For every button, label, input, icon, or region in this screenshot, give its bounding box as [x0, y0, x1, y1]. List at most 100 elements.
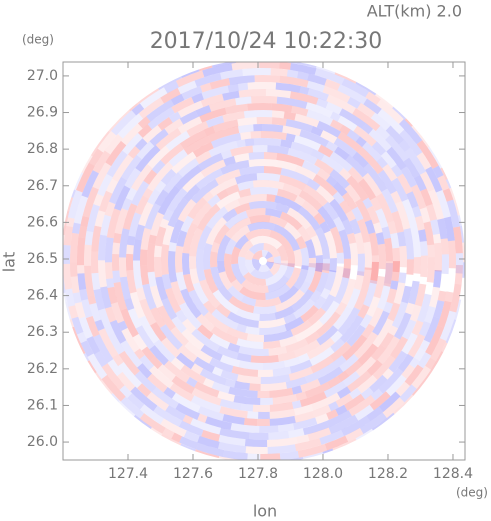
- echo-cell: [410, 184, 427, 210]
- echo-cell: [286, 62, 317, 69]
- echo-cell: [83, 353, 90, 362]
- echo-cell: [237, 82, 249, 91]
- echo-cell: [291, 289, 314, 312]
- echo-cell: [404, 118, 413, 127]
- echo-cell: [249, 187, 279, 196]
- echo-cell: [395, 201, 411, 230]
- echo-cell: [69, 318, 75, 328]
- echo-cell: [240, 131, 252, 140]
- echo-cell: [297, 206, 321, 231]
- echo-cell: [375, 125, 391, 140]
- echo-cell: [291, 105, 309, 117]
- echo-cell: [363, 279, 378, 307]
- echo-cell: [307, 427, 332, 442]
- echo-cell: [218, 271, 233, 291]
- echo-cell: [201, 85, 230, 100]
- echo-cell: [307, 262, 323, 293]
- echo-cell: [251, 95, 278, 104]
- echo-cell: [330, 111, 341, 122]
- echo-cell: [247, 103, 272, 111]
- echo-cell: [371, 141, 387, 156]
- echo-cell: [373, 222, 383, 234]
- echo-cell: [199, 107, 227, 123]
- echo-cell: [341, 78, 370, 98]
- echo-cell: [160, 418, 187, 438]
- echo-cell: [100, 286, 112, 309]
- echo-cell: [239, 286, 266, 300]
- echo-cell: [319, 429, 345, 445]
- echo-cell: [108, 109, 131, 133]
- echo-cell: [181, 318, 197, 334]
- echo-cell: [329, 198, 349, 223]
- echo-cell: [425, 166, 443, 193]
- echo-cell: [324, 435, 349, 451]
- echo-cell: [245, 326, 260, 335]
- echo-cell: [250, 354, 279, 363]
- echo-cell: [293, 339, 321, 358]
- echo-cell: [341, 415, 371, 437]
- echo-cell: [191, 202, 213, 226]
- echo-cell: [294, 164, 317, 181]
- echo-cell: [376, 156, 388, 169]
- echo-cell: [320, 288, 331, 300]
- y-tick-label: 26.4: [27, 288, 58, 304]
- echo-cell: [366, 296, 381, 318]
- echo-cell: [218, 456, 240, 460]
- echo-cell: [346, 288, 361, 310]
- echo-cell: [441, 254, 449, 275]
- echo-cell: [63, 210, 70, 236]
- echo-cell: [227, 311, 259, 328]
- echo-cell: [241, 279, 269, 294]
- echo-cell: [84, 230, 94, 246]
- echo-cell: [180, 364, 207, 385]
- echo-cell: [252, 258, 262, 271]
- echo-cell: [449, 283, 462, 313]
- echo-cell: [328, 401, 339, 412]
- echo-cell: [168, 111, 182, 123]
- echo-cell: [296, 434, 310, 444]
- echo-cell: [283, 263, 295, 279]
- echo-cell: [236, 374, 261, 384]
- echo-cell: [131, 103, 145, 116]
- echo-cell: [264, 251, 273, 260]
- echo-cell: [430, 219, 440, 235]
- echo-cell: [63, 244, 71, 265]
- echo-cell: [359, 412, 387, 434]
- echo-cell: [133, 414, 152, 429]
- echo-cell: [239, 165, 265, 176]
- echo-cell: [200, 82, 212, 93]
- echo-cell: [197, 324, 214, 340]
- echo-cell: [245, 446, 268, 454]
- echo-cell: [342, 371, 361, 387]
- echo-cell: [219, 427, 250, 440]
- echo-cell: [287, 147, 318, 165]
- echo-cell: [329, 226, 344, 254]
- echo-cell: [199, 368, 227, 386]
- echo-cell: [269, 215, 288, 229]
- echo-cell: [252, 250, 263, 261]
- echo-cell: [203, 300, 217, 314]
- echo-cell: [307, 307, 327, 326]
- echo-cell: [179, 436, 199, 450]
- echo-cell: [274, 195, 302, 213]
- echo-cell: [151, 159, 166, 175]
- echo-cell: [268, 346, 288, 356]
- echo-cell: [423, 221, 435, 246]
- echo-cell: [105, 237, 114, 263]
- echo-cell: [417, 352, 432, 369]
- echo-cell: [258, 264, 271, 272]
- echo-cell: [189, 268, 200, 285]
- echo-cell: [210, 241, 221, 253]
- echo-cell: [282, 182, 303, 197]
- echo-cell: [182, 222, 198, 254]
- echo-cell: [318, 355, 347, 378]
- echo-cell: [179, 302, 202, 330]
- echo-cell: [67, 197, 74, 212]
- echo-cell: [276, 96, 308, 109]
- echo-cell: [398, 119, 423, 145]
- echo-cell: [426, 204, 438, 221]
- echo-cell: [332, 181, 348, 197]
- echo-cell: [142, 125, 162, 144]
- echo-cell: [384, 263, 393, 285]
- echo-cell: [449, 187, 460, 216]
